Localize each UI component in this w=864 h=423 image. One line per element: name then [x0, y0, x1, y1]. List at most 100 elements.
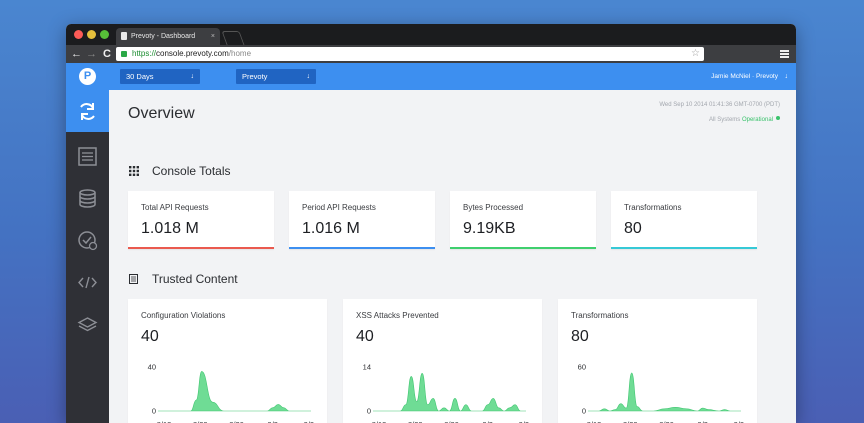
hamburger-menu-icon[interactable]	[780, 50, 789, 58]
sidebar-item-data[interactable]	[66, 177, 109, 219]
card-label: Configuration Violations	[141, 311, 226, 320]
x-tick-label: 9/9	[734, 420, 744, 423]
y-tick-min: 0	[152, 407, 156, 416]
user-menu[interactable]: Jamie McNiel · Prevoty	[711, 73, 778, 80]
status-dot-icon	[776, 116, 780, 120]
sidebar-item-code[interactable]	[66, 261, 109, 303]
console-totals-title: Console Totals	[152, 164, 231, 178]
card-value: 9.19KB	[463, 220, 516, 237]
x-tick-label: 8/26	[229, 420, 244, 423]
project-select[interactable]: Prevoty ↓	[236, 69, 316, 84]
sidebar-item-layers[interactable]	[66, 303, 109, 345]
layers-icon	[77, 317, 98, 332]
main-content: Overview Wed Sep 10 2014 01:41:36 GMT-07…	[109, 90, 796, 423]
trust-card-transformations[interactable]: Transformations 80 60 0 8/13 8/20 8/26 9/2 9/9	[558, 299, 757, 423]
system-status: All Systems Operational	[709, 116, 780, 123]
project-value: Prevoty	[242, 72, 268, 81]
card-value: 80	[571, 328, 589, 345]
check-settings-icon	[78, 231, 98, 251]
prevoty-logo[interactable]: P	[79, 68, 96, 85]
chevron-down-icon[interactable]: ↓	[784, 73, 789, 80]
card-label: XSS Attacks Prevented	[356, 311, 439, 320]
list-icon	[78, 147, 97, 166]
address-bar[interactable]: https://console.prevoty.com/home ☆	[116, 47, 704, 61]
y-tick-min: 0	[582, 407, 586, 416]
url-host: console.prevoty.com	[156, 49, 229, 58]
x-tick-label: 8/13	[157, 420, 172, 423]
total-card-period-api-requests[interactable]: Period API Requests 1.016 M	[289, 191, 435, 249]
sidebar	[66, 90, 109, 423]
grid-icon	[129, 166, 139, 176]
chart-configuration-violations: 40 0 8/13 8/20 8/26 9/2 9/9	[148, 363, 315, 423]
app-header: P 30 Days ↓ Prevoty ↓ Jamie McNiel · Pre…	[66, 63, 796, 90]
bookmark-star-icon[interactable]: ☆	[691, 48, 700, 59]
date-range-select[interactable]: 30 Days ↓	[120, 69, 200, 84]
x-tick-label: 8/20	[193, 420, 208, 423]
page-title: Overview	[128, 105, 195, 122]
status-prefix: All Systems	[708, 117, 742, 123]
x-tick-label: 8/13	[372, 420, 387, 423]
sidebar-item-compliance[interactable]	[66, 219, 109, 261]
y-tick-min: 0	[367, 407, 371, 416]
last-updated-timestamp: Wed Sep 10 2014 01:41:36 GMT-0700 (PDT)	[659, 102, 780, 108]
date-range-value: 30 Days	[126, 72, 154, 81]
sidebar-item-reports[interactable]	[66, 135, 109, 177]
lock-icon	[121, 51, 127, 57]
x-tick-label: 9/2	[483, 420, 493, 423]
chart-area-series	[587, 372, 741, 412]
x-tick-label: 9/9	[519, 420, 529, 423]
maximize-window-button[interactable]	[100, 30, 109, 39]
card-label: Total API Requests	[141, 203, 209, 212]
card-accent-bar	[128, 247, 274, 249]
x-tick-label: 9/9	[304, 420, 314, 423]
card-label: Transformations	[571, 311, 629, 320]
trust-card-xss-attacks-prevented[interactable]: XSS Attacks Prevented 40 14 0 8/13 8/20 8/26…	[343, 299, 542, 423]
card-value: 40	[141, 328, 159, 345]
back-arrow-icon[interactable]: ←	[71, 48, 82, 60]
card-value: 1.018 M	[141, 220, 199, 237]
url-scheme: https://	[132, 49, 157, 58]
chart-xss-attacks-prevented: 14 0 8/13 8/20 8/26 9/2 9/9	[363, 363, 530, 423]
refresh-icon	[80, 103, 95, 120]
card-accent-bar	[450, 247, 596, 249]
tab-title: Prevoty - Dashboard	[131, 33, 196, 40]
card-label: Transformations	[624, 203, 682, 212]
card-value: 80	[624, 220, 642, 237]
total-card-transformations[interactable]: Transformations 80	[611, 191, 757, 249]
page-icon	[121, 32, 127, 40]
chevron-down-icon: ↓	[306, 73, 311, 80]
database-icon	[79, 189, 96, 208]
document-icon	[129, 274, 138, 284]
reload-icon[interactable]: C	[103, 48, 111, 60]
browser-tab[interactable]: Prevoty - Dashboard ×	[116, 28, 220, 45]
tab-close-icon[interactable]: ×	[210, 33, 215, 40]
total-card-total-api-requests[interactable]: Total API Requests 1.018 M	[128, 191, 274, 249]
x-tick-label: 8/13	[587, 420, 602, 423]
trust-card-configuration-violations[interactable]: Configuration Violations 40 40 0 8/13 8/20 8…	[128, 299, 327, 423]
new-tab-button[interactable]	[221, 31, 245, 45]
x-tick-label: 8/20	[408, 420, 423, 423]
x-tick-label: 8/26	[659, 420, 674, 423]
card-accent-bar	[289, 247, 435, 249]
trusted-content-title: Trusted Content	[152, 272, 238, 286]
card-accent-bar	[611, 247, 757, 249]
chart-area-series	[157, 371, 311, 412]
chart-transformations: 60 0 8/13 8/20 8/26 9/2 9/9	[578, 363, 745, 423]
forward-arrow-icon[interactable]: →	[86, 48, 97, 60]
card-label: Period API Requests	[302, 203, 376, 212]
chevron-down-icon: ↓	[190, 73, 195, 80]
browser-titlebar: Prevoty - Dashboard ×	[66, 24, 796, 45]
y-tick-max: 60	[578, 363, 586, 372]
sidebar-item-overview[interactable]	[66, 90, 109, 132]
x-tick-label: 8/20	[623, 420, 638, 423]
y-tick-max: 14	[363, 363, 371, 372]
code-icon	[78, 276, 97, 289]
total-card-bytes-processed[interactable]: Bytes Processed 9.19KB	[450, 191, 596, 249]
url-path: /home	[228, 49, 252, 58]
card-label: Bytes Processed	[463, 203, 524, 212]
x-tick-label: 9/2	[698, 420, 708, 423]
close-window-button[interactable]	[74, 30, 83, 39]
minimize-window-button[interactable]	[87, 30, 96, 39]
x-tick-label: 8/26	[444, 420, 459, 423]
x-tick-label: 9/2	[268, 420, 278, 423]
